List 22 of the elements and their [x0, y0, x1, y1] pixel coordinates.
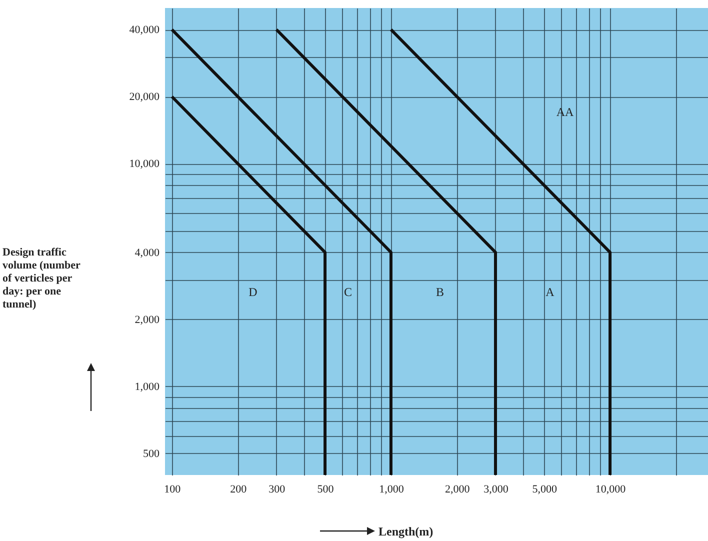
x-tick-label: 300: [268, 484, 286, 496]
x-tick-label: 5,000: [532, 484, 558, 496]
x-tick-label: 3,000: [484, 484, 509, 496]
y-tick-label: 2,000: [134, 314, 160, 326]
y-axis-title: Design traffic volume (number of verticles per day: per one tunnel): [2, 246, 81, 310]
y-tick-label: 20,000: [129, 91, 160, 104]
annotation: D: [248, 285, 258, 299]
x-tick-label: 2,000: [445, 484, 470, 496]
y-tick-label: 500: [143, 448, 160, 460]
y-tick-label: 10,000: [129, 158, 160, 170]
y-tick-label: 40,000: [129, 24, 160, 36]
x-axis-title: Length(m): [378, 524, 434, 538]
annotation: C: [344, 285, 352, 299]
y-tick-label: 4,000: [134, 246, 160, 259]
x-tick-label: 10,000: [595, 484, 626, 496]
annotation: B: [436, 285, 444, 299]
x-tick-label: 500: [317, 484, 334, 496]
x-tick-label: 100: [164, 484, 182, 496]
x-tick-label: 1,000: [379, 484, 404, 496]
annotation: A: [546, 285, 555, 299]
y-tick-label: 1,000: [134, 380, 160, 393]
x-tick-label: 200: [230, 484, 248, 496]
